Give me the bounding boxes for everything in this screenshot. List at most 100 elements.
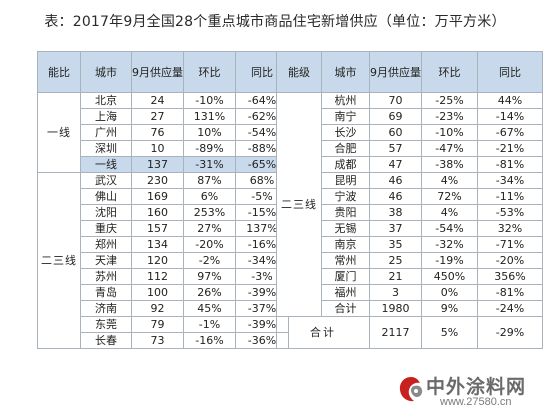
table-row: 贵阳 38 4% -53% <box>277 204 543 221</box>
city-cell: 苏州 <box>80 268 132 285</box>
city-cell: 一线 <box>80 156 132 173</box>
table-row: 天津 120 -2% -34% <box>38 252 289 269</box>
supply-cell: 57 <box>369 140 422 157</box>
supply-cell: 37 <box>369 220 422 237</box>
supply-cell: 35 <box>369 236 422 253</box>
supply-cell: 47 <box>369 156 422 173</box>
supply-cell: 1980 <box>369 300 422 317</box>
mom-cell: 97% <box>183 268 236 285</box>
grade-cell: 二三线 <box>276 92 322 317</box>
city-cell: 济南 <box>80 300 132 317</box>
supply-cell: 230 <box>131 172 184 189</box>
city-cell: 福州 <box>321 284 370 301</box>
supply-cell: 134 <box>131 236 184 253</box>
supply-cell: 169 <box>131 188 184 205</box>
mom-cell: 253% <box>183 204 236 221</box>
supply-cell: 24 <box>131 92 184 109</box>
mom-cell: 131% <box>183 108 236 125</box>
mom-cell: -1% <box>183 316 236 333</box>
left-supply-table: 能比 城市 9月供应量 环比 同比 一线 北京 24 -10% -64% 上海 … <box>37 51 289 349</box>
supply-cell: 21 <box>369 268 422 285</box>
mom-cell: -10% <box>421 124 478 141</box>
supply-cell: 69 <box>369 108 422 125</box>
table-row: 南京 35 -32% -71% <box>277 236 543 253</box>
table-row-subtotal: 一线 137 -31% -65% <box>38 156 289 173</box>
mom-cell: 27% <box>183 220 236 237</box>
city-cell: 佛山 <box>80 188 132 205</box>
supply-cell: 76 <box>131 124 184 141</box>
city-cell: 南宁 <box>321 108 370 125</box>
mom-cell: -47% <box>421 140 478 157</box>
table-row: 二三线 杭州 70 -25% 44% <box>276 92 543 317</box>
city-cell: 北京 <box>80 92 132 109</box>
grade-cell: 二三线 <box>37 172 81 349</box>
city-cell: 武汉 <box>80 172 132 189</box>
header-supply: 9月供应量 <box>369 51 422 93</box>
mom-cell: -2% <box>183 252 236 269</box>
city-cell: 南京 <box>321 236 370 253</box>
yoy-cell: -53% <box>477 204 543 221</box>
city-cell: 沈阳 <box>80 204 132 221</box>
supply-cell: 27 <box>131 108 184 125</box>
yoy-cell: -71% <box>477 236 543 253</box>
supply-cell: 112 <box>131 268 184 285</box>
yoy-cell: 356% <box>477 268 543 285</box>
supply-cell: 60 <box>369 124 422 141</box>
table-row: 佛山 169 6% -5% <box>38 188 289 205</box>
city-cell: 昆明 <box>321 172 370 189</box>
header-grade: 能级 <box>276 51 322 93</box>
right-supply-table: 能级 城市 9月供应量 环比 同比 二三线 杭州 70 -25% 44% 南宁 … <box>276 51 543 349</box>
yoy-cell: -39% <box>235 284 289 301</box>
mom-cell: 4% <box>421 172 478 189</box>
supply-cell: 38 <box>369 204 422 221</box>
city-cell: 重庆 <box>80 220 132 237</box>
city-cell: 天津 <box>80 252 132 269</box>
mom-cell: 4% <box>421 204 478 221</box>
city-cell: 厦门 <box>321 268 370 285</box>
grand-total-mom: 5% <box>421 316 478 349</box>
table-row: 昆明 46 4% -34% <box>277 172 543 189</box>
header-mom: 环比 <box>421 51 478 93</box>
grand-total-yoy: -29% <box>477 316 543 349</box>
city-cell: 合肥 <box>321 140 370 157</box>
city-cell: 上海 <box>80 108 132 125</box>
yoy-cell: -34% <box>477 172 543 189</box>
mom-cell: -54% <box>421 220 478 237</box>
supply-cell: 46 <box>369 188 422 205</box>
header-city: 城市 <box>80 51 132 93</box>
header-grade: 能比 <box>37 51 81 93</box>
table-row: 上海 27 131% -62% <box>38 108 289 125</box>
mom-cell: -16% <box>183 332 236 349</box>
city-cell: 贵阳 <box>321 204 370 221</box>
supply-cell: 160 <box>131 204 184 221</box>
table-row: 南宁 69 -23% -14% <box>277 108 543 125</box>
table-row-grand-total: 合计 2117 5% -29% <box>276 316 543 349</box>
supply-cell: 46 <box>369 172 422 189</box>
city-cell: 东莞 <box>80 316 132 333</box>
header-city: 城市 <box>321 51 370 93</box>
grand-total-label: 合计 <box>276 316 370 349</box>
city-cell: 合计 <box>321 300 370 317</box>
mom-cell: 6% <box>183 188 236 205</box>
city-cell: 成都 <box>321 156 370 173</box>
table-title: 表：2017年9月全国28个重点城市商品住宅新增供应（单位：万平方米） <box>44 14 506 30</box>
yoy-cell: -88% <box>235 140 289 157</box>
city-cell: 宁波 <box>321 188 370 205</box>
supply-cell: 73 <box>131 332 184 349</box>
table-row-subtotal: 合计 1980 9% -24% <box>277 300 543 317</box>
yoy-cell: 32% <box>477 220 543 237</box>
yoy-cell: -81% <box>477 156 543 173</box>
yoy-cell: -11% <box>477 188 543 205</box>
mom-cell: -38% <box>421 156 478 173</box>
mom-cell: 450% <box>421 268 478 285</box>
yoy-cell: -67% <box>477 124 543 141</box>
header-supply: 9月供应量 <box>131 51 184 93</box>
yoy-cell: 44% <box>477 92 543 109</box>
city-cell: 常州 <box>321 252 370 269</box>
table-row: 苏州 112 97% -3% <box>38 268 289 285</box>
mom-cell: -20% <box>183 236 236 253</box>
table-row: 一线 北京 24 -10% -64% <box>37 92 289 173</box>
mom-cell: -31% <box>183 156 236 173</box>
table-row: 深圳 10 -89% -88% <box>38 140 289 157</box>
mom-cell: -32% <box>421 236 478 253</box>
